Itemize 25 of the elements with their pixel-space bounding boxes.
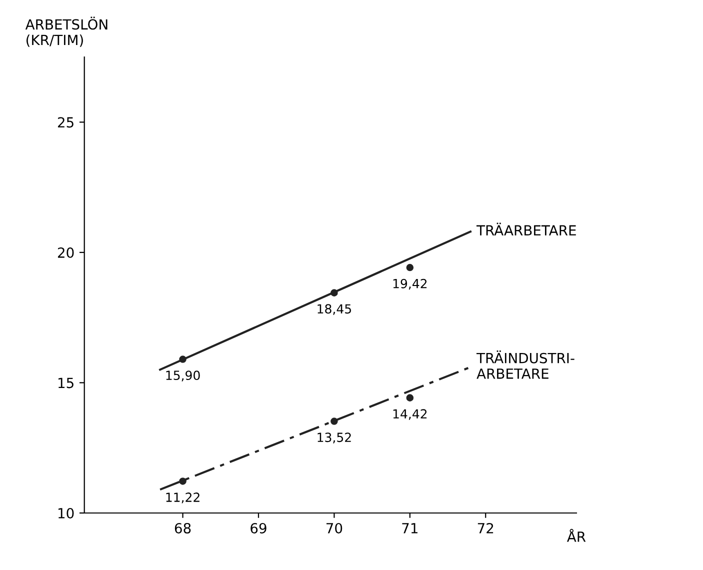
data-label: 13,52 bbox=[318, 432, 351, 444]
y-tick-label: 10 bbox=[58, 508, 74, 518]
point bbox=[330, 418, 338, 425]
y-axis-title: ARBETSLÖN (KR/TIM) bbox=[25, 16, 108, 47]
data-label: 18,45 bbox=[318, 304, 351, 315]
point bbox=[406, 394, 414, 402]
y-tick-label: 15 bbox=[58, 378, 74, 388]
x-tick-label: 72 bbox=[478, 522, 494, 534]
series-label: TRÄINDUSTRI- ARBETARE bbox=[476, 350, 574, 379]
data-label: 19,42 bbox=[393, 278, 427, 290]
data-label: 14,42 bbox=[393, 409, 427, 420]
point bbox=[179, 356, 186, 363]
point bbox=[406, 264, 414, 272]
point bbox=[330, 289, 338, 296]
x-tick-label: 71 bbox=[402, 523, 418, 534]
x-tick-label: 69 bbox=[250, 522, 266, 534]
y-tick-label: 25 bbox=[58, 117, 74, 128]
data-label: 11,22 bbox=[166, 492, 200, 504]
data-label: 15,90 bbox=[166, 370, 200, 382]
x-tick-label: 70 bbox=[326, 522, 342, 534]
y-tick-label: 20 bbox=[58, 247, 74, 258]
series-label: TRÄARBETARE bbox=[476, 222, 576, 236]
x-tick-label: 68 bbox=[174, 522, 191, 534]
x-axis-title: ÅR bbox=[566, 528, 586, 542]
point bbox=[179, 478, 186, 485]
